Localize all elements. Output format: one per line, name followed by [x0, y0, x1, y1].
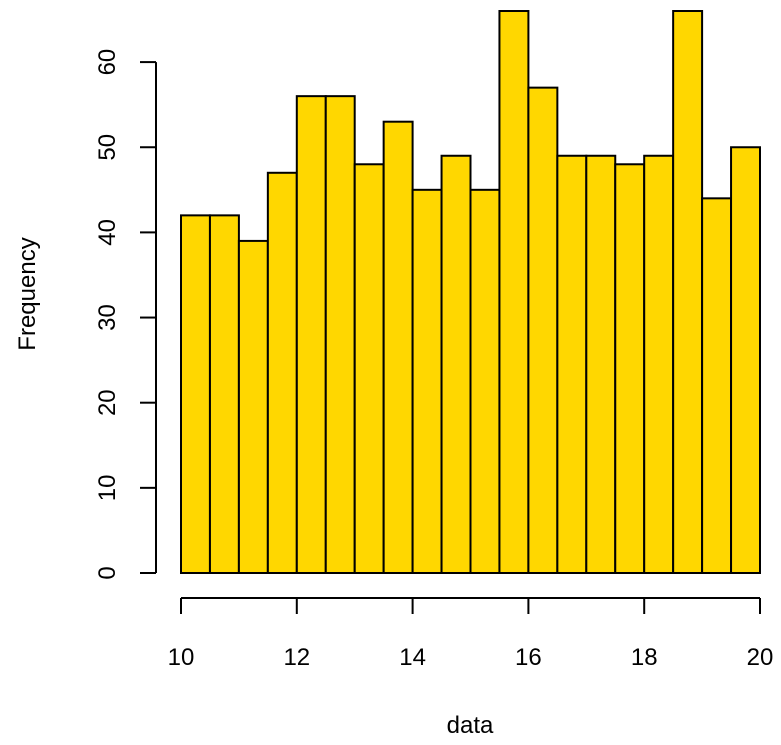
y-tick-label: 0 — [94, 566, 121, 579]
y-tick-label: 20 — [94, 389, 121, 416]
histogram-bar — [382, 120, 414, 575]
y-axis-label: Frequency — [14, 237, 41, 350]
y-axis: 0 10 20 30 40 50 60 — [94, 49, 157, 580]
histogram-bar — [411, 188, 443, 574]
y-tick-label: 60 — [94, 49, 121, 76]
histogram-bar — [498, 10, 530, 574]
histogram-bar — [585, 154, 617, 574]
bars-group — [180, 10, 761, 575]
histogram-bar — [527, 86, 559, 575]
histogram-bar — [469, 188, 501, 574]
histogram-bar — [237, 239, 269, 574]
histogram-bar — [643, 154, 675, 574]
x-tick-label: 16 — [515, 644, 542, 671]
histogram-bar — [353, 163, 385, 574]
histogram-bar — [208, 214, 240, 574]
x-tick-label: 18 — [631, 644, 658, 671]
x-tick-label: 14 — [399, 644, 426, 671]
histogram-bar — [556, 154, 588, 574]
histogram-bar — [701, 197, 733, 574]
histogram-bar — [295, 95, 327, 574]
histogram-bar — [440, 154, 472, 574]
x-axis: 10 12 14 16 18 20 — [168, 597, 774, 671]
y-tick-label: 10 — [94, 474, 121, 501]
x-tick-label: 10 — [168, 644, 195, 671]
y-tick-label: 30 — [94, 304, 121, 331]
histogram-bar — [324, 95, 356, 574]
x-axis-label: data — [447, 712, 494, 739]
histogram-bar — [266, 171, 298, 574]
y-tick-label: 50 — [94, 134, 121, 161]
histogram-bar — [672, 10, 704, 574]
y-tick-label: 40 — [94, 219, 121, 246]
histogram-bar — [614, 163, 646, 574]
x-tick-label: 12 — [283, 644, 310, 671]
x-tick-label: 20 — [747, 644, 774, 671]
histogram-bar — [180, 214, 211, 574]
histogram-bar — [730, 146, 761, 574]
